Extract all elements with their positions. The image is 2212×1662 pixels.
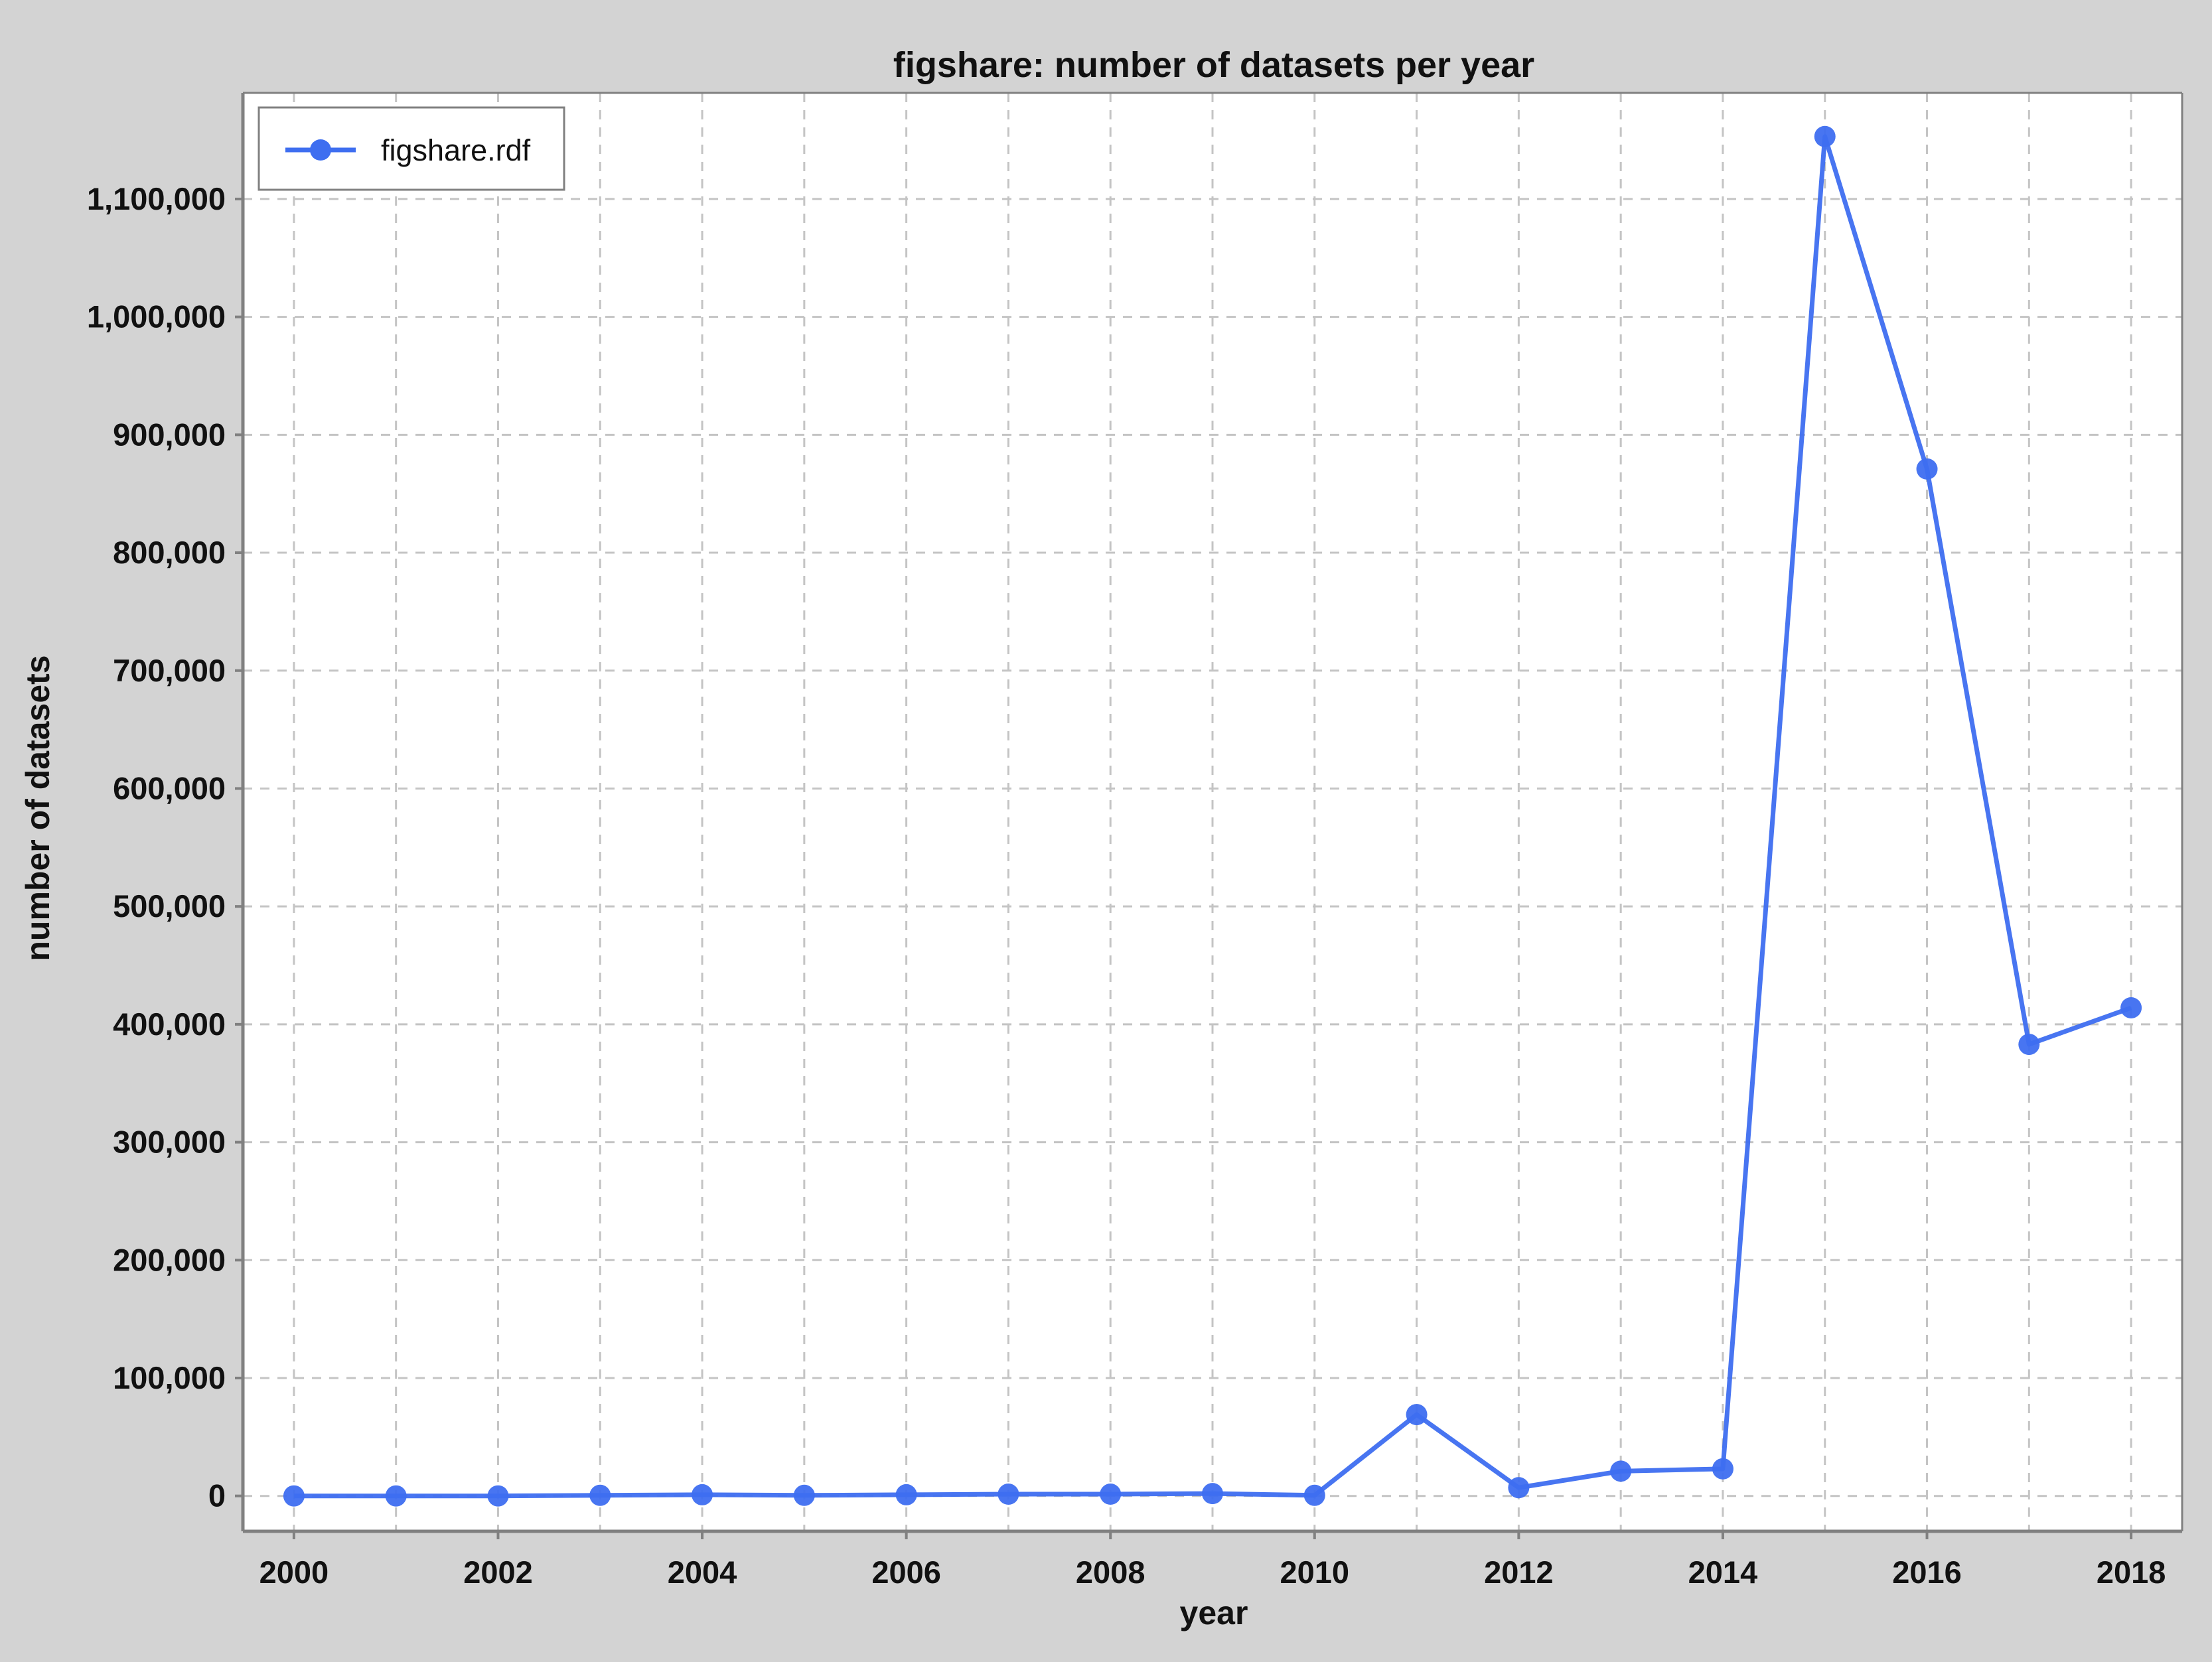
legend-series-marker bbox=[310, 139, 331, 161]
data-point bbox=[1202, 1483, 1223, 1505]
y-tick-label: 200,000 bbox=[113, 1242, 226, 1277]
y-axis-title: number of datasets bbox=[19, 655, 56, 961]
axis-ticks: 2000 2002 2004 2006 2008 2010 2012 2014 2016 2018… bbox=[87, 181, 2166, 1590]
y-tick-label: 400,000 bbox=[113, 1006, 226, 1042]
data-point bbox=[1814, 125, 1836, 147]
x-tick-label: 2004 bbox=[668, 1555, 737, 1590]
data-point bbox=[793, 1484, 815, 1506]
chart-title: figshare: number of datasets per year bbox=[893, 45, 1534, 85]
y-tick-label: 500,000 bbox=[113, 888, 226, 924]
data-point bbox=[1508, 1477, 1530, 1499]
data-point bbox=[997, 1484, 1019, 1505]
y-tick-label: 1,000,000 bbox=[87, 299, 226, 334]
y-tick-label: 0 bbox=[208, 1478, 226, 1513]
x-axis-title: year bbox=[1180, 1594, 1248, 1631]
data-point bbox=[385, 1485, 407, 1507]
x-tick-label: 2018 bbox=[2097, 1555, 2166, 1590]
x-tick-label: 2010 bbox=[1280, 1555, 1350, 1590]
y-tick-label: 1,100,000 bbox=[87, 181, 226, 216]
grid bbox=[243, 93, 2182, 1531]
data-point bbox=[2018, 1034, 2040, 1056]
x-tick-label: 2000 bbox=[259, 1555, 329, 1590]
series bbox=[283, 125, 2142, 1507]
x-tick-label: 2012 bbox=[1484, 1555, 1554, 1590]
data-point bbox=[487, 1485, 509, 1507]
y-tick-label: 600,000 bbox=[113, 770, 226, 805]
x-tick-label: 2008 bbox=[1076, 1555, 1145, 1590]
y-tick-label: 300,000 bbox=[113, 1125, 226, 1160]
data-point bbox=[692, 1484, 713, 1505]
data-point bbox=[589, 1484, 611, 1506]
data-point bbox=[1303, 1484, 1325, 1506]
data-point bbox=[1712, 1458, 1733, 1480]
x-tick-label: 2014 bbox=[1688, 1555, 1758, 1590]
y-tick-label: 900,000 bbox=[113, 417, 226, 452]
data-point bbox=[1100, 1484, 1122, 1505]
x-tick-label: 2002 bbox=[463, 1555, 533, 1590]
data-point bbox=[1406, 1404, 1428, 1426]
y-tick-label: 700,000 bbox=[113, 653, 226, 688]
x-tick-label: 2006 bbox=[871, 1555, 941, 1590]
y-tick-label: 800,000 bbox=[113, 535, 226, 570]
data-point bbox=[2120, 997, 2142, 1018]
x-tick-label: 2016 bbox=[1892, 1555, 1962, 1590]
data-point bbox=[895, 1484, 917, 1505]
data-point bbox=[1610, 1460, 1632, 1482]
y-tick-label: 100,000 bbox=[113, 1360, 226, 1395]
legend: figshare.rdf bbox=[258, 106, 565, 191]
legend-series-label: figshare.rdf bbox=[381, 133, 531, 167]
data-point bbox=[1916, 458, 1938, 480]
data-point bbox=[283, 1485, 305, 1507]
